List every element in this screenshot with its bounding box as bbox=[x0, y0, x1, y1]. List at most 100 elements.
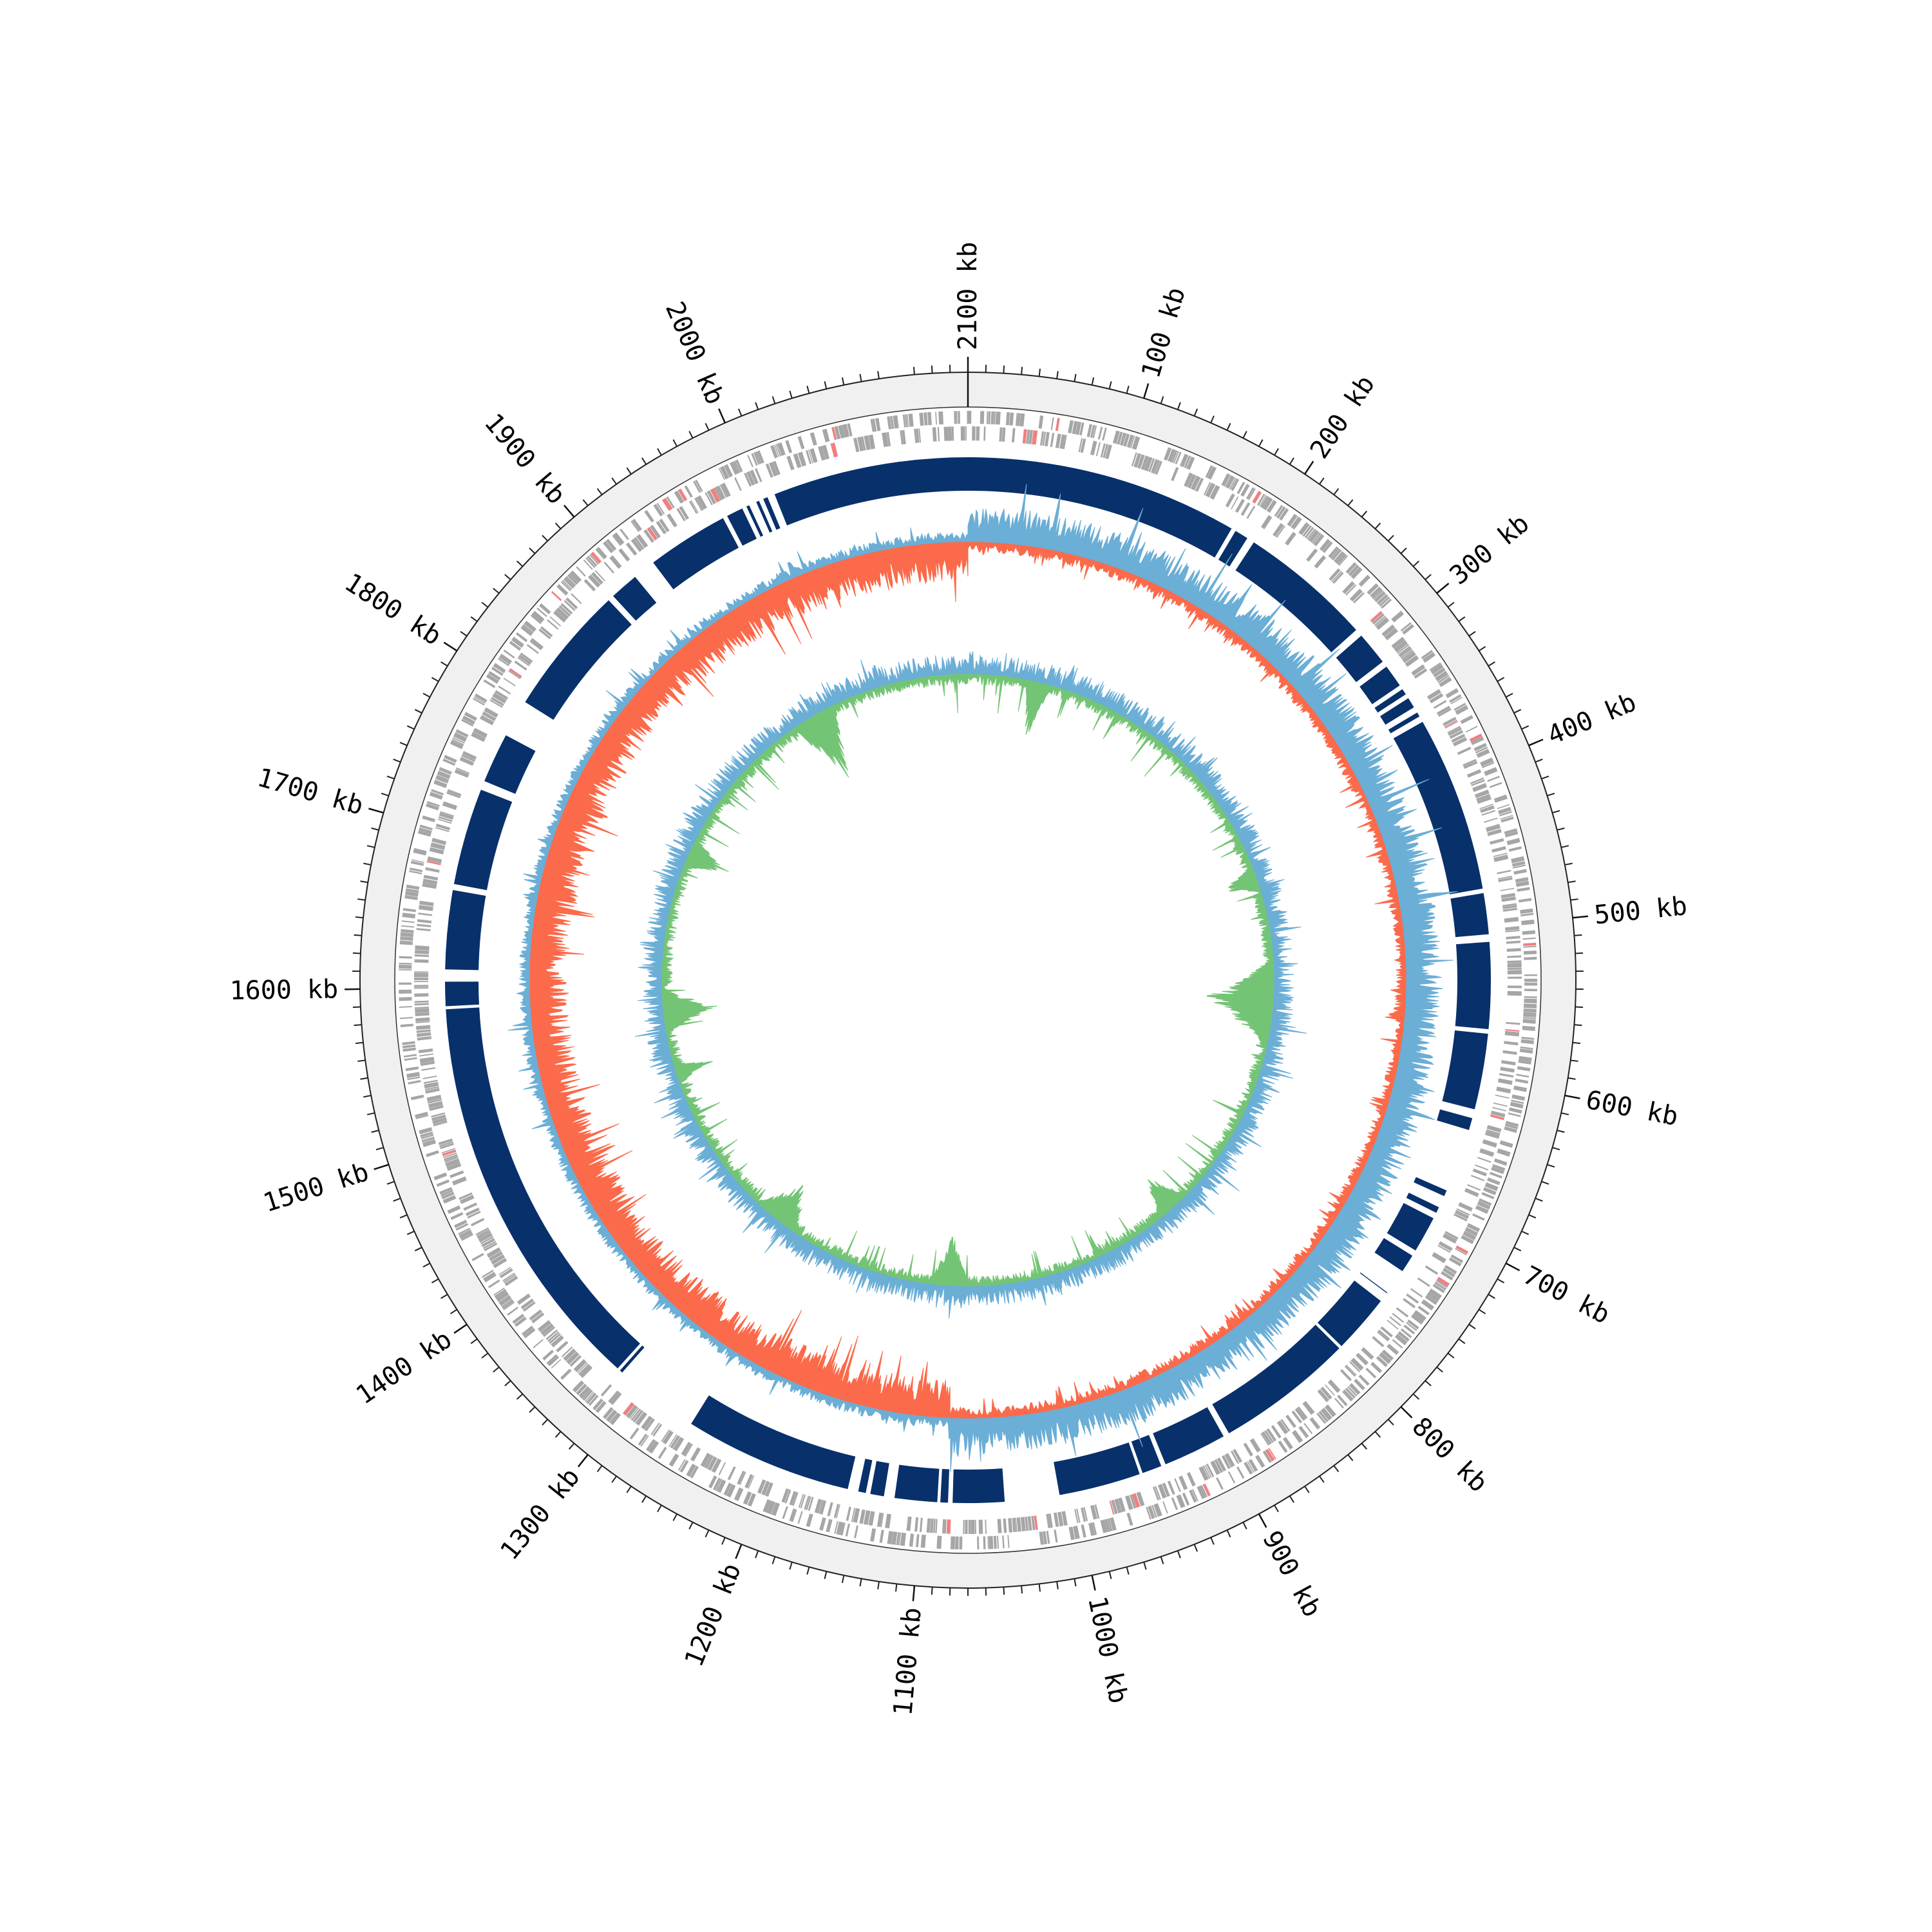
gene-feature bbox=[1092, 1522, 1097, 1535]
gene-feature bbox=[1320, 1407, 1332, 1421]
gene-feature bbox=[1477, 796, 1492, 804]
gene-feature bbox=[538, 603, 551, 614]
gene-feature bbox=[547, 1331, 560, 1342]
gene-feature bbox=[1497, 869, 1511, 875]
gene-feature bbox=[958, 411, 960, 424]
minor-tick bbox=[393, 1197, 401, 1202]
gene-feature bbox=[1374, 591, 1386, 603]
gene-feature bbox=[1345, 1365, 1357, 1376]
gene-feature bbox=[452, 737, 465, 744]
gene-feature bbox=[915, 428, 920, 443]
gene-feature bbox=[1331, 549, 1342, 561]
minor-tick bbox=[1274, 448, 1279, 456]
gene-feature bbox=[1324, 1384, 1335, 1396]
gene-feature bbox=[583, 559, 593, 570]
gene-feature bbox=[1007, 1535, 1010, 1548]
gene-feature bbox=[1504, 1126, 1517, 1133]
gene-feature bbox=[784, 1489, 791, 1504]
gene-feature bbox=[1294, 1407, 1307, 1421]
gene-feature bbox=[437, 770, 451, 779]
minor-tick bbox=[1447, 1352, 1455, 1359]
minor-tick bbox=[357, 1059, 366, 1062]
minor-tick bbox=[1412, 1393, 1420, 1400]
gene-feature bbox=[810, 448, 818, 463]
gene-feature bbox=[1417, 1277, 1430, 1287]
gene-feature bbox=[1022, 429, 1027, 444]
gene-feature bbox=[985, 1519, 987, 1534]
gene-feature bbox=[629, 1427, 639, 1440]
gene-feature bbox=[1102, 428, 1107, 441]
gene-feature bbox=[1309, 1417, 1321, 1430]
gene-feature bbox=[460, 1233, 473, 1241]
major-tick bbox=[1400, 1406, 1413, 1419]
gene-feature bbox=[1426, 1291, 1440, 1302]
gene-feature bbox=[751, 453, 758, 466]
gene-feature bbox=[409, 867, 423, 873]
gene-feature bbox=[1389, 1316, 1401, 1327]
gene-feature bbox=[1317, 1389, 1330, 1403]
gene-feature bbox=[670, 1435, 681, 1449]
gene-feature bbox=[1392, 1339, 1403, 1349]
gene-feature bbox=[1350, 1358, 1364, 1371]
gene-feature bbox=[1090, 424, 1095, 438]
minor-tick bbox=[688, 1522, 694, 1530]
gene-feature bbox=[517, 657, 530, 667]
gene-feature bbox=[1400, 621, 1412, 632]
gene-feature bbox=[442, 801, 457, 810]
gene-feature bbox=[415, 945, 430, 951]
gene-feature bbox=[516, 1293, 531, 1305]
gene-feature bbox=[875, 417, 881, 431]
gene-feature bbox=[446, 791, 461, 799]
gene-feature bbox=[1479, 1198, 1492, 1206]
gene-feature bbox=[526, 644, 539, 654]
gene-feature bbox=[954, 411, 956, 424]
synteny-block bbox=[445, 890, 486, 971]
gene-feature bbox=[515, 632, 528, 642]
gene-feature bbox=[545, 1329, 558, 1340]
gene-feature bbox=[1173, 451, 1180, 464]
gene-feature bbox=[1214, 1459, 1224, 1473]
gene-feature bbox=[676, 507, 686, 522]
gene-feature bbox=[454, 1219, 468, 1229]
gene-feature bbox=[1331, 548, 1340, 559]
gene-feature bbox=[512, 1313, 525, 1324]
gene-feature bbox=[399, 982, 412, 985]
gene-feature bbox=[1489, 782, 1502, 788]
gene-feature bbox=[734, 1487, 744, 1501]
gene-feature bbox=[1479, 1148, 1495, 1157]
gene-feature bbox=[400, 936, 413, 941]
gene-feature bbox=[421, 1133, 434, 1140]
minor-tick bbox=[440, 661, 448, 667]
gene-feature bbox=[569, 1355, 582, 1367]
gene-feature bbox=[1190, 475, 1201, 491]
gene-feature bbox=[786, 455, 795, 471]
gene-feature bbox=[461, 754, 475, 762]
tick-label: 300 kb bbox=[1444, 509, 1535, 591]
minor-tick bbox=[399, 1214, 408, 1219]
gene-feature bbox=[1240, 502, 1251, 516]
gene-feature bbox=[1519, 1048, 1533, 1054]
minor-tick bbox=[582, 499, 589, 506]
gene-feature bbox=[399, 1017, 413, 1019]
gene-feature bbox=[1358, 1374, 1370, 1386]
synteny-block bbox=[1359, 1272, 1388, 1294]
gene-feature bbox=[1502, 1050, 1517, 1056]
gene-feature bbox=[1522, 930, 1536, 935]
gene-feature bbox=[955, 411, 958, 424]
major-tick bbox=[1436, 582, 1450, 594]
major-tick bbox=[1258, 1513, 1267, 1528]
minor-tick bbox=[1193, 408, 1198, 417]
gene-feature bbox=[822, 444, 829, 460]
gene-feature bbox=[1499, 811, 1512, 817]
gene-feature bbox=[965, 426, 967, 441]
gene-feature bbox=[1246, 487, 1255, 500]
gene-feature bbox=[870, 1528, 876, 1542]
gene-feature bbox=[1396, 1307, 1409, 1318]
minor-tick bbox=[1535, 1197, 1543, 1202]
gene-feature bbox=[876, 1512, 883, 1528]
gene-feature bbox=[1476, 793, 1491, 801]
gene-feature bbox=[413, 848, 427, 856]
gene-feature bbox=[718, 468, 725, 480]
gene-feature bbox=[1399, 647, 1412, 658]
gene-feature bbox=[459, 1195, 475, 1204]
